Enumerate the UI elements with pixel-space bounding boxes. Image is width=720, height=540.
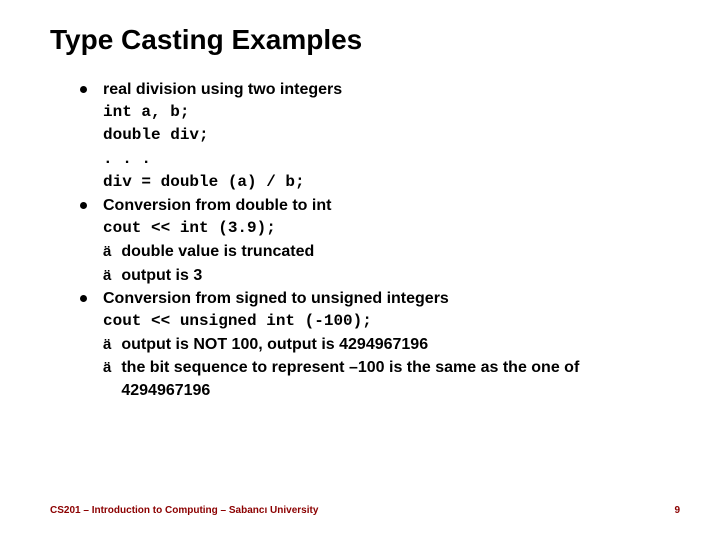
sub-text: output is 3 xyxy=(121,264,202,287)
arrow-icon: ä xyxy=(103,241,111,263)
slide-title: Type Casting Examples xyxy=(50,24,670,56)
sub-text: output is NOT 100, output is 4294967196 xyxy=(121,333,428,356)
bullet-icon xyxy=(80,202,87,209)
code-line: . . . xyxy=(80,148,670,171)
footer-text: CS201 – Introduction to Computing – Saba… xyxy=(50,505,318,516)
sub-item: ä double value is truncated xyxy=(80,240,670,263)
sub-item: ä output is 3 xyxy=(80,264,670,287)
code-line: cout << int (3.9); xyxy=(80,217,670,240)
code-line: int a, b; xyxy=(80,101,670,124)
sub-text: double value is truncated xyxy=(121,240,314,263)
code-line: double div; xyxy=(80,124,670,147)
code-line: div = double (a) / b; xyxy=(80,171,670,194)
bullet-icon xyxy=(80,295,87,302)
bullet-heading: real division using two integers xyxy=(103,78,342,101)
slide-content: real division using two integers int a, … xyxy=(50,78,670,403)
arrow-icon: ä xyxy=(103,265,111,287)
slide-container: Type Casting Examples real division usin… xyxy=(0,0,720,403)
bullet-item: Conversion from double to int xyxy=(80,194,670,217)
sub-text: the bit sequence to represent –100 is th… xyxy=(121,356,670,402)
page-number: 9 xyxy=(674,505,680,516)
bullet-heading: Conversion from double to int xyxy=(103,194,331,217)
bullet-item: real division using two integers xyxy=(80,78,670,101)
arrow-icon: ä xyxy=(103,334,111,356)
bullet-icon xyxy=(80,86,87,93)
sub-item: ä the bit sequence to represent –100 is … xyxy=(80,356,670,402)
bullet-item: Conversion from signed to unsigned integ… xyxy=(80,287,670,310)
code-line: cout << unsigned int (-100); xyxy=(80,310,670,333)
bullet-heading: Conversion from signed to unsigned integ… xyxy=(103,287,449,310)
arrow-icon: ä xyxy=(103,357,111,379)
sub-item: ä output is NOT 100, output is 429496719… xyxy=(80,333,670,356)
